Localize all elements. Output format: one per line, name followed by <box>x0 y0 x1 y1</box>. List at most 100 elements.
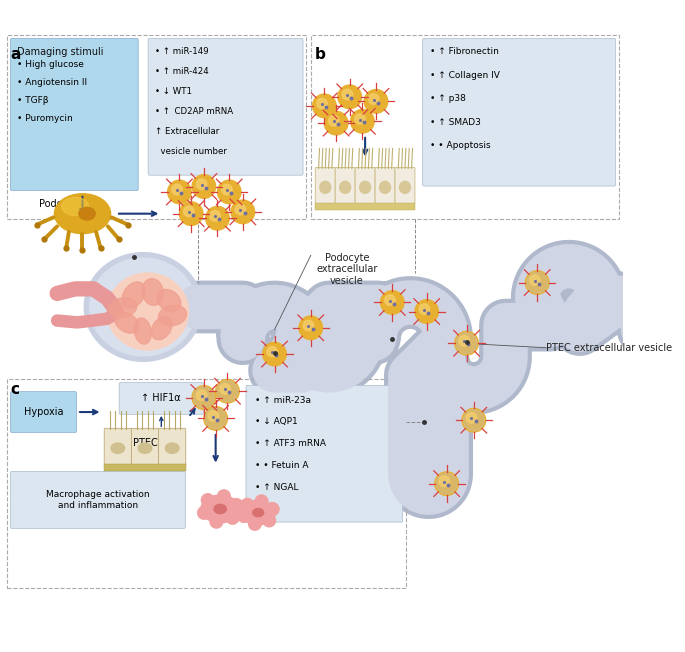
Text: Podocyte: Podocyte <box>39 200 84 209</box>
Circle shape <box>208 411 219 421</box>
FancyBboxPatch shape <box>10 392 77 432</box>
Ellipse shape <box>142 278 164 305</box>
Circle shape <box>198 507 210 519</box>
Circle shape <box>324 111 348 135</box>
Text: • ↑ NGAL: • ↑ NGAL <box>255 482 298 492</box>
Text: Hypoxia: Hypoxia <box>24 407 63 417</box>
Text: Macrophage activation
and inflammation: Macrophage activation and inflammation <box>46 490 150 510</box>
Ellipse shape <box>360 181 371 194</box>
Ellipse shape <box>165 443 179 453</box>
Circle shape <box>312 94 336 117</box>
Circle shape <box>221 185 232 195</box>
Text: ↑ HIF1α: ↑ HIF1α <box>142 393 181 404</box>
Ellipse shape <box>134 318 151 344</box>
Ellipse shape <box>62 198 89 216</box>
Text: a: a <box>10 47 21 62</box>
Ellipse shape <box>109 298 137 318</box>
Text: • • Fetuin A: • • Fetuin A <box>255 461 308 470</box>
Bar <box>104 464 186 471</box>
Circle shape <box>196 390 207 400</box>
FancyBboxPatch shape <box>246 385 403 522</box>
Circle shape <box>435 472 458 496</box>
Ellipse shape <box>399 181 410 194</box>
Text: • ↓ AQP1: • ↓ AQP1 <box>255 417 297 426</box>
Circle shape <box>525 271 549 294</box>
Text: vesicle number: vesicle number <box>155 147 227 156</box>
FancyBboxPatch shape <box>104 428 132 465</box>
Circle shape <box>241 498 253 511</box>
Circle shape <box>192 386 216 409</box>
Circle shape <box>380 291 404 314</box>
FancyBboxPatch shape <box>10 38 138 190</box>
Ellipse shape <box>340 181 351 194</box>
Circle shape <box>256 495 268 508</box>
Circle shape <box>206 207 229 230</box>
Ellipse shape <box>90 258 197 356</box>
Circle shape <box>456 333 477 354</box>
Circle shape <box>303 320 314 331</box>
Ellipse shape <box>253 509 264 516</box>
Circle shape <box>316 98 327 109</box>
Bar <box>8 35 306 219</box>
Bar <box>315 203 415 210</box>
Text: • Puromycin: • Puromycin <box>17 114 73 123</box>
Text: Podocyte
extracellular
vesicle: Podocyte extracellular vesicle <box>316 252 377 286</box>
Bar <box>8 379 406 588</box>
Circle shape <box>439 476 449 486</box>
FancyBboxPatch shape <box>315 168 335 203</box>
Circle shape <box>201 494 214 507</box>
Circle shape <box>179 202 203 226</box>
Circle shape <box>231 200 255 224</box>
Circle shape <box>530 275 540 286</box>
Text: • Angiotensin II: • Angiotensin II <box>17 78 88 87</box>
Circle shape <box>355 113 365 125</box>
Circle shape <box>436 473 457 494</box>
Circle shape <box>351 110 374 133</box>
Ellipse shape <box>107 273 188 350</box>
Ellipse shape <box>111 443 125 453</box>
Circle shape <box>230 499 242 511</box>
Circle shape <box>329 115 339 126</box>
Text: PTEC extracellular vesicle: PTEC extracellular vesicle <box>546 343 673 353</box>
Text: ↑ Extracellular: ↑ Extracellular <box>155 126 219 136</box>
Text: b: b <box>314 47 325 62</box>
Ellipse shape <box>320 181 331 194</box>
Ellipse shape <box>214 505 226 514</box>
Circle shape <box>205 408 226 429</box>
Circle shape <box>238 510 250 522</box>
Circle shape <box>196 179 207 190</box>
Circle shape <box>419 304 429 314</box>
FancyBboxPatch shape <box>355 168 375 203</box>
Text: • ↑ miR-424: • ↑ miR-424 <box>155 67 209 76</box>
Bar <box>311 35 619 219</box>
Ellipse shape <box>151 316 172 340</box>
Circle shape <box>369 94 379 104</box>
Ellipse shape <box>114 312 139 333</box>
Circle shape <box>168 180 191 203</box>
Ellipse shape <box>157 289 181 312</box>
Circle shape <box>462 408 486 432</box>
Circle shape <box>455 331 478 355</box>
Circle shape <box>415 300 438 323</box>
Circle shape <box>466 413 477 423</box>
Ellipse shape <box>122 282 145 308</box>
Circle shape <box>527 272 548 293</box>
Text: • ↑ ATF3 mRNA: • ↑ ATF3 mRNA <box>255 439 325 448</box>
Text: • ↑ SMAD3: • ↑ SMAD3 <box>430 117 481 126</box>
Text: c: c <box>10 382 19 397</box>
FancyBboxPatch shape <box>395 168 415 203</box>
Circle shape <box>193 387 214 408</box>
Text: • ↑ Fibronectin: • ↑ Fibronectin <box>430 47 499 56</box>
Circle shape <box>342 89 353 100</box>
Circle shape <box>299 316 323 340</box>
Text: • ↑ Collagen IV: • ↑ Collagen IV <box>430 70 500 80</box>
Circle shape <box>266 503 279 516</box>
Text: • High glucose: • High glucose <box>17 60 84 68</box>
Circle shape <box>364 89 388 113</box>
Circle shape <box>230 499 242 511</box>
Ellipse shape <box>54 194 110 233</box>
Ellipse shape <box>79 207 95 220</box>
Text: PTEC: PTEC <box>133 438 158 449</box>
Circle shape <box>459 336 469 346</box>
Circle shape <box>210 211 221 221</box>
